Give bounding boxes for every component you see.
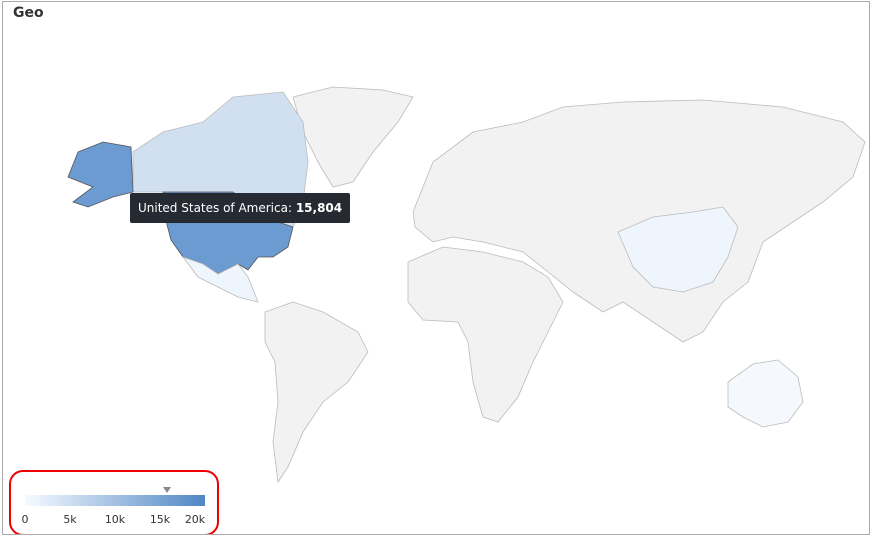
color-legend: 0 5k 10k 15k 20k <box>9 470 219 534</box>
tooltip-value: 15,804 <box>295 201 343 215</box>
map-tooltip: United States of America: 15,804 <box>130 193 351 223</box>
legend-tick: 20k <box>184 513 206 526</box>
country-china[interactable] <box>617 206 739 293</box>
country-australia[interactable] <box>727 359 804 428</box>
region-south-america[interactable] <box>264 301 369 484</box>
region-africa[interactable] <box>407 246 564 423</box>
country-mexico[interactable] <box>181 256 259 303</box>
region-eurasia[interactable] <box>412 99 866 343</box>
legend-tick: 15k <box>149 513 171 526</box>
legend-tick: 0 <box>21 513 29 526</box>
tooltip-country: United States of America <box>138 201 288 215</box>
legend-value-marker <box>163 487 172 493</box>
legend-gradient-bar <box>25 495 205 506</box>
chart-title: Geo <box>13 5 44 21</box>
legend-tick: 10k <box>104 513 126 526</box>
country-greenland[interactable] <box>292 86 414 188</box>
legend-tick: 5k <box>63 513 77 526</box>
country-usa-alaska[interactable] <box>67 141 134 208</box>
world-map <box>67 86 866 484</box>
